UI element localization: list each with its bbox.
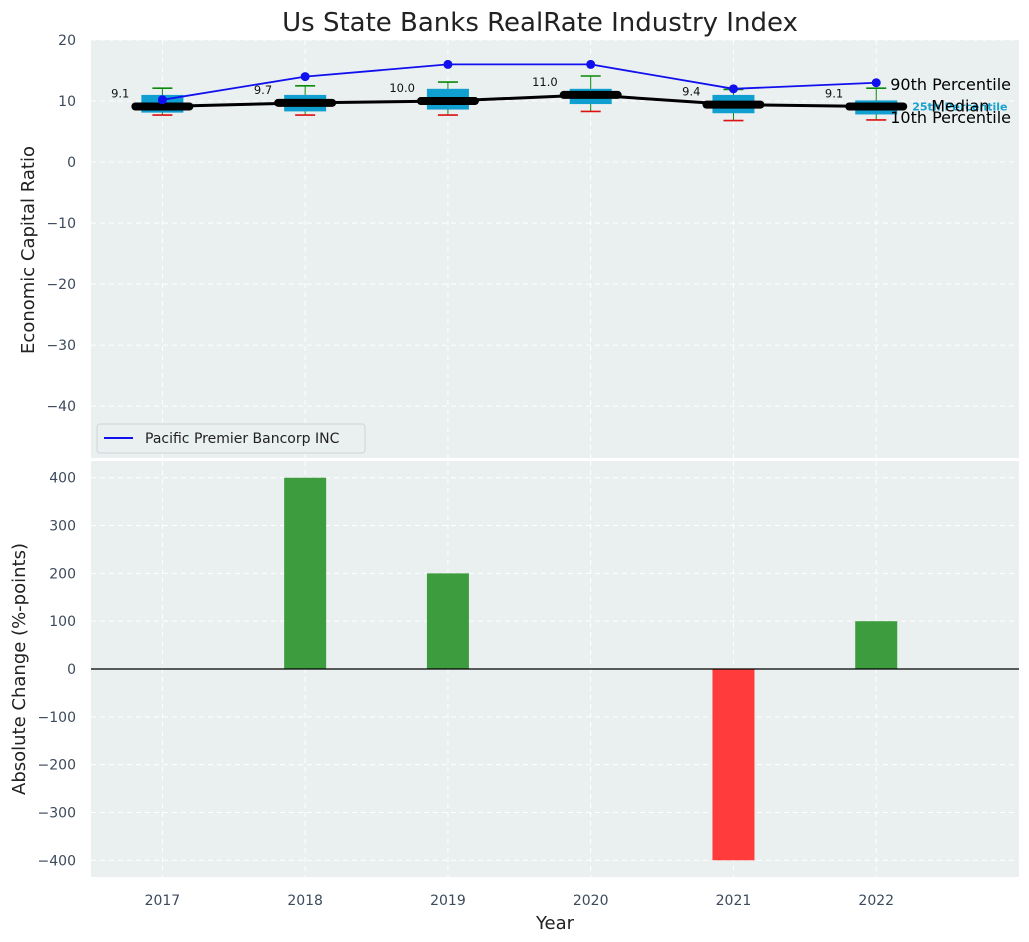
top-y-tick-label: 10	[58, 94, 76, 110]
top-grid	[91, 39, 1019, 458]
median-value-label: 9.1	[111, 87, 129, 101]
company-point	[728, 84, 738, 94]
chart-title: Us State Banks RealRate Industry Index	[282, 8, 798, 38]
company-point	[871, 78, 881, 88]
top-panel: 20 10 0 −10 −20 −30 −40 9.1 9.7 10.0 11.0 9.4 9.1 90…	[18, 33, 1019, 458]
change-bar	[284, 477, 327, 669]
company-line	[162, 63, 877, 101]
change-bar	[712, 669, 755, 861]
company-point	[443, 59, 453, 69]
top-y-axis-label: Economic Capital Ratio	[18, 146, 39, 354]
annotation-90th-percentile: 90th Percentile	[890, 75, 1011, 94]
legend-box	[96, 423, 366, 454]
x-ticks: 2017 2018 2019 2020 2021 2022	[145, 893, 894, 909]
bottom-y-tick-label: −400	[38, 853, 76, 869]
bottom-y-tick-label: 100	[49, 614, 76, 630]
bottom-marks	[91, 477, 1019, 861]
annotation-median: Median	[931, 97, 989, 116]
bottom-y-ticks: 400 300 200 100 0 −100 −200 −300 −400	[38, 471, 76, 870]
top-marks: 9.1 9.7 10.0 11.0 9.4 9.1 90th Percentile 25th …	[111, 59, 1011, 127]
median-value-label: 11.0	[532, 75, 558, 89]
bottom-y-axis-label: Absolute Change (%-points)	[9, 543, 30, 795]
annotation-25th-percentile: 25th Percentile	[912, 100, 1007, 113]
top-y-tick-label: −30	[46, 338, 76, 354]
legend-entry-company: Pacific Premier Bancorp INC	[145, 431, 340, 447]
top-y-tick-label: −40	[46, 399, 76, 415]
x-tick-label: 2019	[430, 893, 466, 909]
bottom-y-tick-label: 200	[49, 566, 76, 582]
median-value-label: 9.7	[254, 83, 272, 97]
bottom-y-tick-label: −300	[38, 805, 76, 821]
x-tick-label: 2018	[287, 893, 323, 909]
bottom-y-tick-label: −100	[38, 710, 76, 726]
median-value-label: 10.0	[389, 81, 415, 95]
top-y-tick-label: 0	[67, 155, 76, 171]
change-bar	[426, 573, 469, 669]
company-point	[157, 95, 167, 105]
change-bar	[855, 621, 898, 669]
top-y-tick-label: 20	[58, 33, 76, 49]
top-y-ticks: 20 10 0 −10 −20 −30 −40	[46, 33, 76, 415]
legend: Pacific Premier Bancorp INC	[96, 423, 366, 454]
median-value-label: 9.4	[682, 85, 700, 99]
company-point	[300, 72, 310, 82]
bottom-y-tick-label: −200	[38, 758, 76, 774]
bottom-y-tick-label: 0	[67, 662, 76, 678]
top-y-tick-label: −10	[46, 216, 76, 232]
x-tick-label: 2020	[573, 893, 609, 909]
bottom-y-tick-label: 400	[49, 471, 76, 487]
company-point	[586, 59, 596, 69]
x-tick-label: 2021	[716, 893, 752, 909]
x-tick-label: 2017	[145, 893, 181, 909]
x-axis-label: Year	[535, 913, 575, 934]
annotation-10th-percentile: 10th Percentile	[890, 108, 1011, 127]
bottom-y-tick-label: 300	[49, 519, 76, 535]
top-y-tick-label: −20	[46, 277, 76, 293]
x-tick-label: 2022	[858, 893, 894, 909]
median-value-label: 9.1	[825, 87, 843, 101]
